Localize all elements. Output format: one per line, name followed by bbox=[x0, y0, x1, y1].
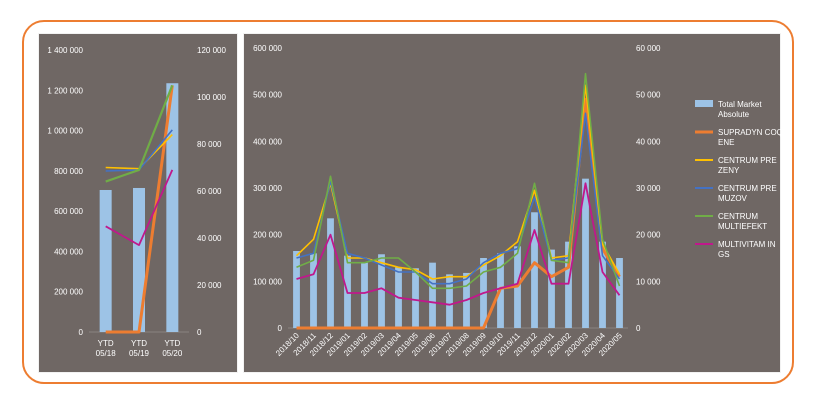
ytd-chart: 0 200 000 400 000 600 000 800 000 1 000 000 1 … bbox=[47, 46, 226, 358]
left-axis-tick: 800 000 bbox=[54, 167, 83, 176]
right-axis-tick: 40 000 bbox=[636, 137, 661, 146]
right-axis-tick: 60 000 bbox=[197, 187, 222, 196]
right-axis-tick: 80 000 bbox=[197, 140, 222, 149]
category-label: YTD 05/19 bbox=[129, 339, 150, 358]
ytd-chart-panel: 0 200 000 400 000 600 000 800 000 1 000 000 1 … bbox=[38, 33, 238, 373]
bar bbox=[446, 274, 453, 328]
bar bbox=[412, 268, 419, 328]
right-axis-tick: 20 000 bbox=[197, 281, 222, 290]
outer-frame bbox=[22, 20, 794, 384]
left-axis-tick: 300 000 bbox=[253, 184, 282, 193]
right-axis-tick: 10 000 bbox=[636, 277, 661, 286]
left-axis-tick: 400 000 bbox=[253, 137, 282, 146]
right-axis-tick: 40 000 bbox=[197, 234, 222, 243]
left-axis-tick: 1 400 000 bbox=[47, 46, 83, 55]
monthly-chart: 0 100 000 200 000 300 000 400 000 500 000 600 … bbox=[253, 44, 792, 358]
bar bbox=[293, 251, 300, 328]
right-axis-tick: 120 000 bbox=[197, 46, 226, 55]
legend-label: CENTRUM MULTIEFEKT bbox=[718, 212, 767, 231]
series-line bbox=[296, 97, 621, 330]
bar bbox=[310, 253, 317, 328]
bar bbox=[378, 254, 385, 328]
bar bbox=[531, 212, 538, 328]
legend-label: SUPRADYN COQ10 ENE bbox=[718, 128, 792, 147]
legend-label: Total Market Absolute bbox=[718, 100, 762, 119]
bar bbox=[565, 241, 572, 328]
right-axis-tick: 0 bbox=[197, 328, 202, 337]
bar bbox=[361, 262, 368, 328]
series-line bbox=[105, 169, 174, 247]
series-line bbox=[295, 84, 621, 280]
left-axis-tick: 600 000 bbox=[54, 207, 83, 216]
right-axis-tick: 0 bbox=[636, 324, 641, 333]
left-axis-tick: 200 000 bbox=[253, 231, 282, 240]
bar bbox=[599, 241, 606, 328]
left-axis-tick: 0 bbox=[79, 328, 84, 337]
bar bbox=[582, 178, 589, 328]
category-label: YTD 05/20 bbox=[162, 339, 183, 358]
bar bbox=[327, 218, 334, 328]
legend-label: MULTIVITAM IN GS bbox=[718, 240, 776, 259]
left-axis-tick: 600 000 bbox=[253, 44, 282, 53]
bar bbox=[548, 249, 555, 328]
right-axis-tick: 50 000 bbox=[636, 91, 661, 100]
series-line bbox=[105, 84, 174, 183]
left-axis-tick: 400 000 bbox=[54, 247, 83, 256]
legend-swatch bbox=[695, 100, 713, 107]
bar bbox=[429, 262, 436, 328]
left-axis-tick: 0 bbox=[278, 324, 283, 333]
series-line bbox=[296, 72, 621, 290]
category-label: YTD 05/18 bbox=[96, 339, 117, 358]
bar bbox=[166, 83, 179, 332]
left-axis-tick: 100 000 bbox=[253, 277, 282, 286]
left-axis-tick: 1 000 000 bbox=[47, 127, 83, 136]
bar bbox=[616, 258, 623, 328]
legend-label: CENTRUM PRE ZENY bbox=[718, 156, 777, 175]
series-line bbox=[296, 182, 621, 306]
left-axis-tick: 200 000 bbox=[54, 288, 83, 297]
monthly-chart-panel: 0 100 000 200 000 300 000 400 000 500 000 600 … bbox=[243, 33, 792, 373]
right-axis-tick: 60 000 bbox=[636, 44, 661, 53]
right-axis-tick: 20 000 bbox=[636, 231, 661, 240]
right-axis-tick: 100 000 bbox=[197, 93, 226, 102]
right-axis-tick: 30 000 bbox=[636, 184, 661, 193]
series-line bbox=[105, 85, 174, 334]
bar bbox=[99, 189, 112, 332]
bar bbox=[133, 187, 145, 332]
left-axis-tick: 500 000 bbox=[253, 91, 282, 100]
series-line bbox=[296, 112, 621, 285]
legend-label: CENTRUM PRE MUZOV bbox=[718, 184, 777, 203]
left-axis-tick: 1 200 000 bbox=[47, 86, 83, 95]
